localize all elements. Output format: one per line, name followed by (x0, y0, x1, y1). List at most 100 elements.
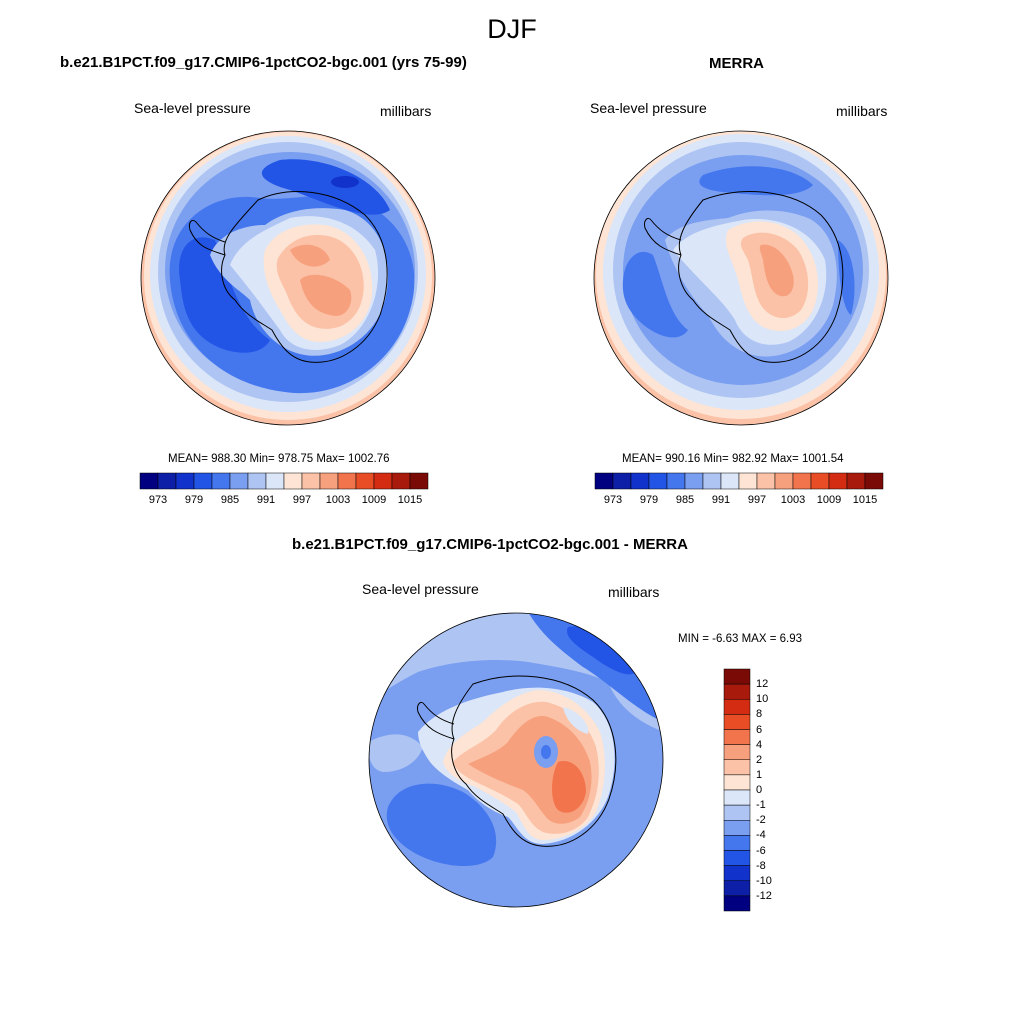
colorbar-swatch (211, 472, 231, 490)
colorbar-tick-label: 973 (603, 494, 623, 506)
panel-3-polar-map (368, 612, 664, 908)
panel-3-variable-label: Sea-level pressure (362, 581, 479, 597)
colorbar-swatch (684, 472, 704, 490)
panel-1-title: b.e21.B1PCT.f09_g17.CMIP6-1pctCO2-bgc.00… (60, 54, 467, 71)
colorbar-swatch (864, 472, 884, 490)
colorbar-tick-label: -1 (756, 799, 766, 812)
colorbar-swatch (756, 472, 776, 490)
colorbar-swatch (723, 699, 751, 715)
colorbar-tick-label: 979 (639, 494, 659, 506)
colorbar-swatch (723, 774, 751, 791)
panel-1-stats: MEAN= 988.30 Min= 978.75 Max= 1002.76 (168, 453, 390, 465)
colorbar-swatch (139, 472, 159, 490)
colorbar-tick-label: -8 (756, 859, 766, 872)
panel-2-stats: MEAN= 990.16 Min= 982.92 Max= 1001.54 (622, 453, 844, 465)
colorbar-tick-label: 1 (756, 768, 763, 781)
colorbar-swatch (723, 804, 751, 821)
colorbar-swatch (157, 472, 177, 490)
colorbar-tick-label: 1009 (361, 494, 387, 506)
colorbar-swatch (337, 472, 357, 490)
panel-2-map-boundary (593, 130, 889, 426)
panel-2-colorbar (594, 472, 884, 490)
panel-2-variable-label: Sea-level pressure (590, 100, 707, 116)
colorbar-tick-label: 12 (756, 678, 769, 691)
colorbar-tick-label: 1015 (852, 494, 878, 506)
colorbar-swatch (723, 850, 751, 866)
colorbar-swatch (723, 880, 751, 897)
colorbar-swatch (846, 472, 866, 490)
colorbar-tick-label: 6 (756, 723, 763, 736)
colorbar-tick-label: 979 (184, 494, 204, 506)
panel-3-colorbar-ticks: 12 10 8 6 4 2 1 0 -1 -2 -4 -6 -8 -10 -12 (756, 669, 796, 911)
panel-3-units-label: millibars (608, 584, 660, 600)
colorbar-swatch (391, 472, 411, 490)
colorbar-swatch (265, 472, 285, 490)
panel-3-negative-anomaly (386, 783, 497, 867)
colorbar-swatch (723, 714, 751, 730)
panel-3-colorbar (723, 668, 751, 912)
colorbar-swatch (594, 472, 614, 490)
colorbar-swatch (792, 472, 812, 490)
panel-1-colorbar (139, 472, 429, 490)
colorbar-swatch (723, 683, 751, 700)
colorbar-swatch (193, 472, 213, 490)
colorbar-swatch (319, 472, 339, 490)
colorbar-swatch (723, 835, 751, 851)
colorbar-tick-label: 1003 (325, 494, 351, 506)
colorbar-swatch (723, 744, 751, 760)
colorbar-tick-label: 1015 (397, 494, 423, 506)
colorbar-swatch (175, 472, 195, 490)
panel-1-polar-map (140, 130, 436, 426)
colorbar-swatch (723, 789, 751, 806)
panel-1-map-boundary (140, 130, 436, 426)
colorbar-swatch (229, 472, 249, 490)
colorbar-tick-label: 0 (756, 784, 763, 796)
colorbar-swatch (409, 472, 429, 490)
colorbar-tick-label: 10 (756, 693, 769, 706)
panel-1-antarctica-coastline (221, 191, 388, 363)
colorbar-swatch (301, 472, 321, 490)
panel-3-antarctica-coastline (451, 675, 617, 847)
panel-2-polar-map (593, 130, 889, 426)
colorbar-swatch (723, 729, 751, 745)
colorbar-tick-label: 973 (148, 494, 168, 506)
colorbar-swatch (810, 472, 830, 490)
panel-3-title: b.e21.B1PCT.f09_g17.CMIP6-1pctCO2-bgc.00… (292, 536, 688, 553)
colorbar-tick-label: 985 (220, 494, 240, 506)
panel-3-stats: MIN = -6.63 MAX = 6.93 (678, 633, 803, 645)
panel-1-colorbar-ticks: 973 979 985 991 997 1003 1009 1015 (140, 494, 428, 508)
colorbar-tick-label: 2 (756, 753, 763, 766)
colorbar-swatch (723, 668, 751, 685)
colorbar-swatch (723, 820, 751, 836)
colorbar-tick-label: -4 (756, 829, 766, 842)
colorbar-swatch (648, 472, 668, 490)
colorbar-swatch (738, 472, 758, 490)
panel-1-units-label: millibars (380, 103, 432, 119)
colorbar-tick-label: 985 (675, 494, 695, 506)
colorbar-tick-label: 991 (256, 494, 276, 506)
panel-2-units-label: millibars (836, 103, 888, 119)
colorbar-swatch (355, 472, 375, 490)
panel-1-variable-label: Sea-level pressure (134, 100, 251, 116)
colorbar-tick-label: 1009 (816, 494, 842, 506)
colorbar-swatch (373, 472, 393, 490)
colorbar-tick-label: 997 (292, 494, 312, 506)
colorbar-swatch (612, 472, 632, 490)
colorbar-tick-label: -10 (756, 874, 772, 887)
figure-title: DJF (487, 14, 537, 44)
colorbar-swatch (720, 472, 740, 490)
colorbar-swatch (702, 472, 722, 490)
colorbar-swatch (723, 759, 751, 776)
colorbar-swatch (666, 472, 686, 490)
colorbar-tick-label: 8 (756, 708, 763, 721)
colorbar-tick-label: 991 (711, 494, 731, 506)
panel-3-map-boundary (368, 612, 664, 908)
colorbar-swatch (283, 472, 303, 490)
colorbar-tick-label: 4 (756, 738, 763, 751)
colorbar-tick-label: -6 (756, 844, 766, 857)
colorbar-swatch (630, 472, 650, 490)
colorbar-swatch (774, 472, 794, 490)
panel-2-title: MERRA (709, 55, 764, 72)
colorbar-swatch (723, 895, 751, 912)
colorbar-tick-label: 997 (747, 494, 767, 506)
